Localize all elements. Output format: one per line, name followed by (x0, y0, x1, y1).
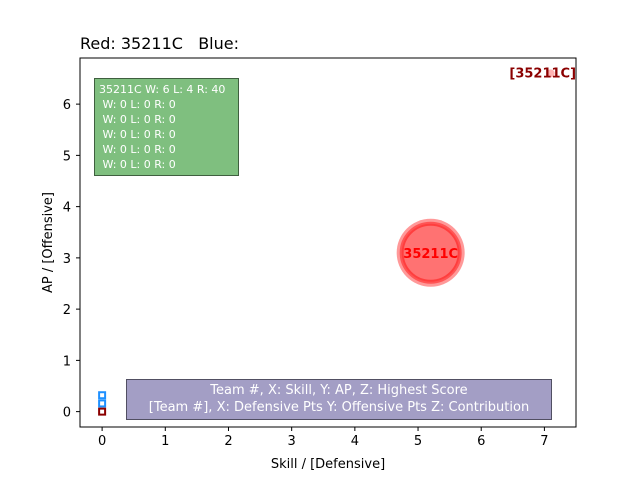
legend-line-2: [Team #], X: Defensive Pts Y: Offensive … (148, 400, 530, 415)
x-tick-label: 2 (224, 434, 232, 449)
y-tick-label: 5 (63, 149, 71, 164)
y-tick-label: 2 (63, 303, 71, 318)
axes-frame (79, 57, 577, 428)
y-tick-label: 6 (63, 98, 71, 113)
chart-title: Red: 35211C Blue: (80, 34, 239, 53)
stats-line: W: 0 L: 0 R: 0 (99, 143, 176, 156)
x-tick-label: 4 (351, 434, 359, 449)
x-axis-label: Skill / [Defensive] (271, 457, 385, 472)
y-tick-label: 1 (63, 354, 71, 369)
stats-line: W: 0 L: 0 R: 0 (99, 158, 176, 171)
x-tick-label: 7 (540, 434, 548, 449)
y-tick-label: 0 (63, 406, 71, 421)
x-tick-label: 0 (98, 434, 106, 449)
legend-line-1: Team #, X: Skill, Y: AP, Z: Highest Scor… (210, 383, 468, 398)
y-axis-label: AP / [Offensive] (41, 192, 56, 293)
x-tick-label: 6 (477, 434, 485, 449)
stats-line: W: 0 L: 0 R: 0 (99, 98, 176, 111)
data-label: 35211C (403, 247, 458, 262)
data-point (399, 221, 462, 284)
legend-box: Team #, X: Skill, Y: AP, Z: Highest Scor… (126, 379, 552, 420)
stats-line: 35211C W: 6 L: 4 R: 40 (99, 83, 226, 96)
x-tick-label: 5 (414, 434, 422, 449)
origin-marker (98, 391, 107, 400)
data-point (546, 69, 555, 78)
data-label: [35211C] (509, 66, 576, 81)
origin-marker (98, 407, 107, 416)
y-tick-label: 4 (63, 201, 71, 216)
stats-box: 35211C W: 6 L: 4 R: 40 W: 0 L: 0 R: 0 W:… (94, 78, 239, 176)
stats-line: W: 0 L: 0 R: 0 (99, 128, 176, 141)
stats-line: W: 0 L: 0 R: 0 (99, 113, 176, 126)
data-point-halo (396, 218, 465, 287)
y-tick-label: 3 (63, 252, 71, 267)
x-tick-label: 1 (161, 434, 169, 449)
x-tick-label: 3 (288, 434, 296, 449)
origin-marker (98, 399, 107, 408)
